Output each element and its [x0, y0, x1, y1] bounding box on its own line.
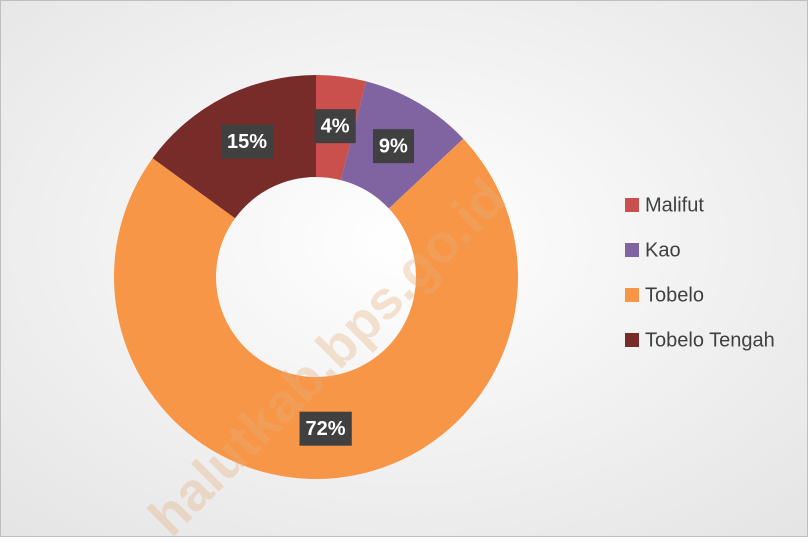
data-label: 4%: [314, 109, 356, 144]
data-label-box: [220, 124, 274, 159]
legend-swatch: [625, 243, 639, 257]
legend-label: Malifut: [645, 194, 704, 216]
legend-label: Tobelo: [645, 284, 704, 306]
data-label-box: [299, 411, 352, 446]
legend-swatch: [625, 333, 639, 347]
legend-label: Tobelo Tengah: [645, 329, 775, 351]
data-label-text: 4%: [321, 115, 350, 137]
slice: [113, 138, 518, 479]
data-labels: 4% 9% 72% 15%: [220, 109, 415, 446]
data-label: 9%: [372, 129, 415, 164]
data-label: 72%: [299, 411, 352, 446]
data-label-box: [314, 109, 356, 144]
data-label-text: 72%: [306, 418, 346, 440]
legend: Malifut Kao Tobelo Tobelo Tengah: [625, 194, 775, 351]
data-label-box: [372, 129, 415, 164]
data-label-text: 9%: [379, 135, 408, 157]
data-label: 15%: [220, 124, 274, 159]
data-label-text: 15%: [227, 131, 267, 153]
legend-label: Kao: [645, 239, 681, 261]
legend-swatch: [625, 288, 639, 302]
legend-swatch: [625, 198, 639, 212]
